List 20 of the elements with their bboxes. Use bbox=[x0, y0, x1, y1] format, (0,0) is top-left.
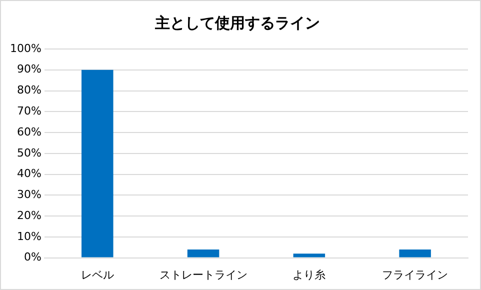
y-tick-label: 70% bbox=[16, 104, 42, 118]
bar bbox=[293, 254, 326, 258]
x-tick-label: ストレートライン bbox=[159, 268, 248, 282]
y-tick-label: 80% bbox=[16, 84, 42, 97]
y-tick-label: 60% bbox=[16, 125, 42, 138]
y-tick-label: 30% bbox=[16, 188, 42, 202]
x-tick-label: レベル bbox=[80, 268, 114, 282]
y-tick-label: 90% bbox=[16, 62, 42, 76]
y-tick-label: 50% bbox=[16, 146, 42, 160]
y-tick-label: 100% bbox=[10, 42, 42, 55]
bar bbox=[82, 70, 114, 258]
y-tick-label: 10% bbox=[16, 230, 42, 243]
y-tick-label: 20% bbox=[16, 208, 42, 222]
y-tick-label: 0% bbox=[24, 250, 42, 264]
x-tick-label: より糸 bbox=[292, 268, 326, 282]
bar bbox=[399, 249, 431, 258]
x-tick-label: フライライン bbox=[382, 268, 448, 282]
bar bbox=[187, 249, 220, 258]
chart-title: 主として使用するライン bbox=[154, 14, 320, 32]
y-tick-label: 40% bbox=[16, 167, 42, 180]
